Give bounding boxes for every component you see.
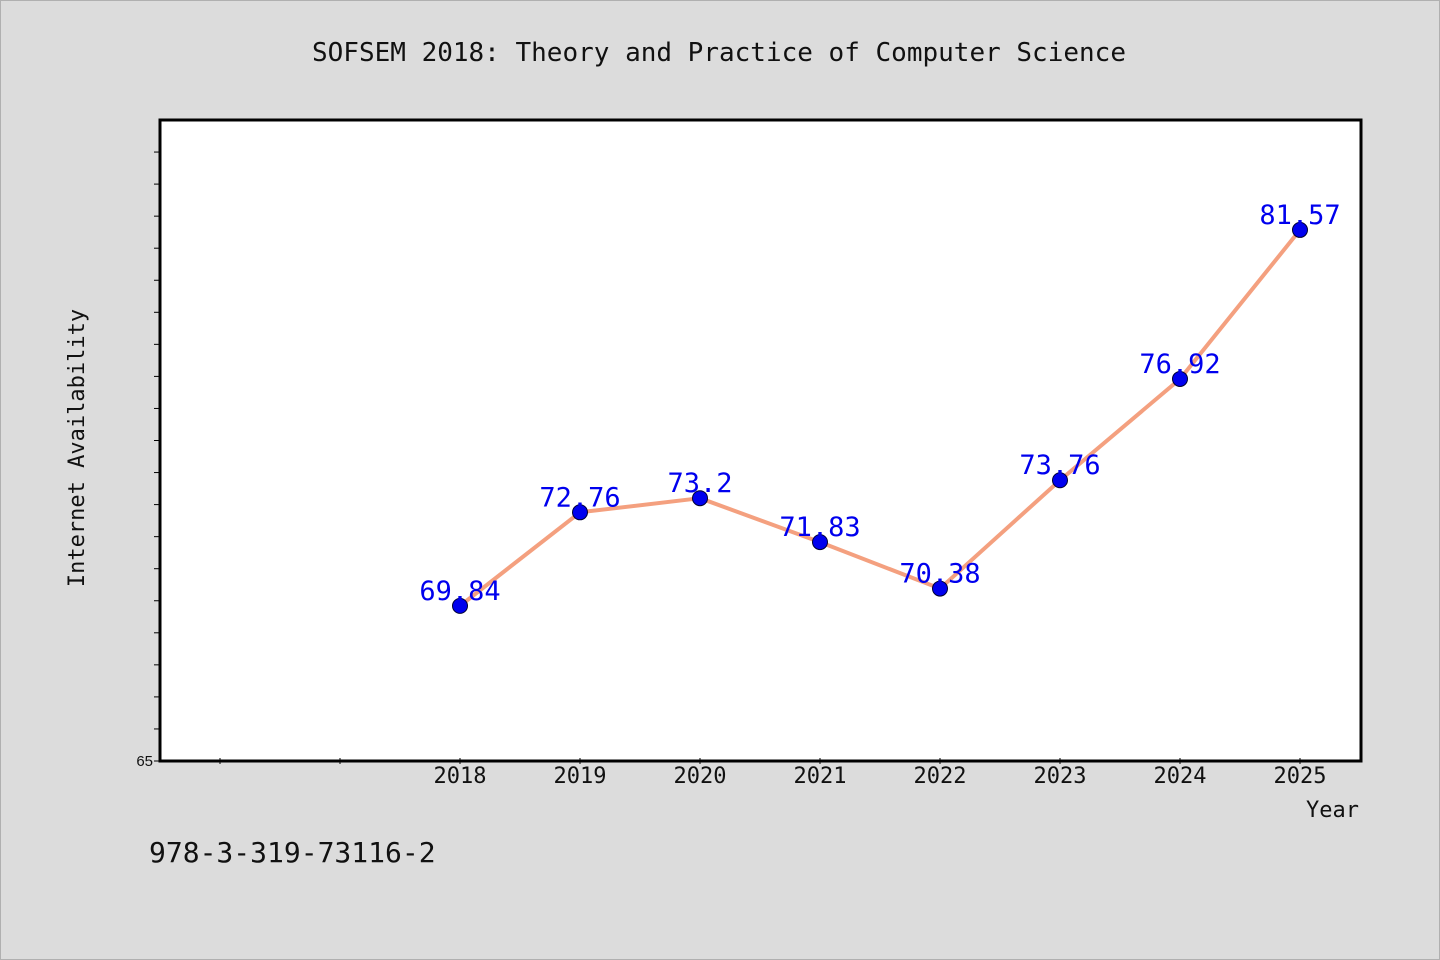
data-point [1052,472,1068,489]
chart-title: SOFSEM 2018: Theory and Practice of Comp… [312,38,1126,68]
data-point [932,580,948,597]
data-label: 70.38 [899,559,980,590]
data-label: 73.2 [667,468,732,499]
y-axis-label: Internet Availability [65,309,90,587]
data-label: 76.92 [1139,349,1220,380]
x-tick-label: 2022 [914,764,967,789]
x-axis-ticks: 2018 2019 2020 2021 2022 2023 2024 2025 [219,758,1327,789]
data-label: 81.57 [1259,200,1340,231]
data-point [452,597,468,614]
data-label: 73.76 [1019,450,1100,481]
y-tick-label: 65 [136,753,153,770]
series-line [458,227,1302,608]
footer-isbn: 978-3-319-73116-2 [149,836,436,869]
data-point [572,504,588,521]
x-tick-label: 2020 [674,764,727,789]
x-tick-label: 2018 [434,764,487,789]
data-label: 71.83 [779,512,860,543]
data-point [1172,370,1188,387]
data-point [812,534,828,551]
data-label: 72.76 [539,482,620,513]
x-tick-label: 2019 [554,764,607,789]
series-group: 69.84 72.76 73.2 71.83 70.38 73.76 76.92 81.57 [419,200,1341,614]
x-tick-label: 2021 [794,764,847,789]
y-axis-ticks: 65 [136,151,160,770]
x-tick-label: 2024 [1154,764,1207,789]
data-point [692,490,708,507]
plot-area [158,118,1363,763]
x-tick-label: 2023 [1034,764,1087,789]
data-point [1292,221,1308,238]
x-tick-label: 2025 [1274,764,1327,789]
data-label: 69.84 [419,576,500,607]
x-axis-label: Year [1306,798,1359,823]
